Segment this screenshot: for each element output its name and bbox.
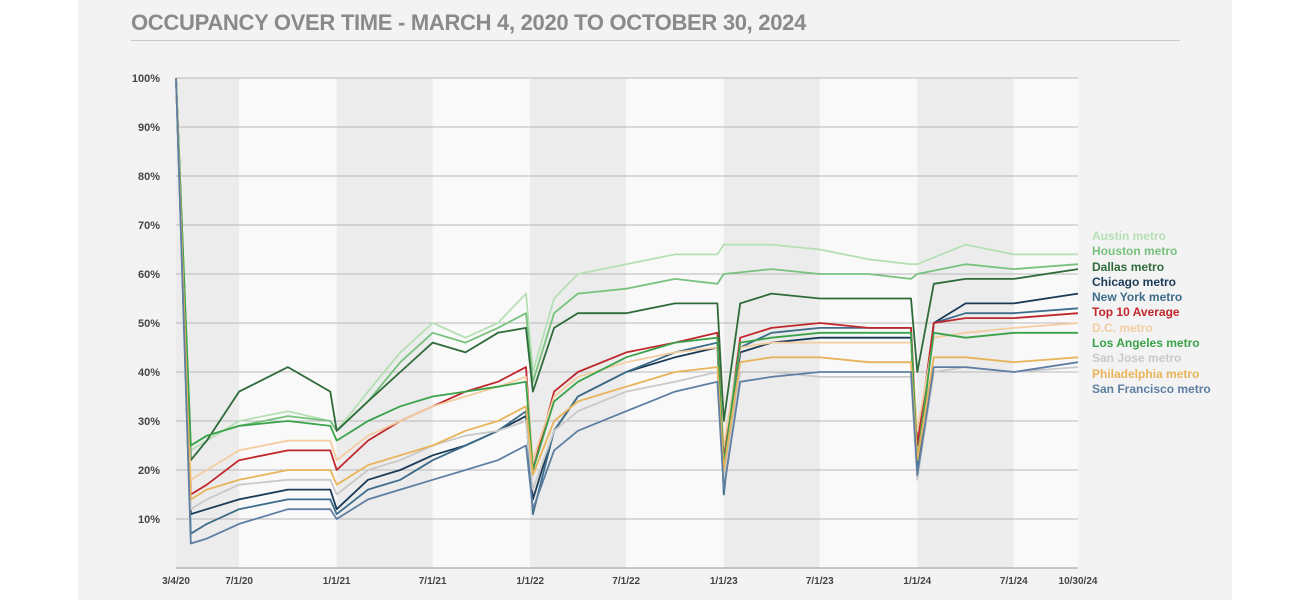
legend-item: Dallas metro xyxy=(1092,259,1165,274)
legend-item: Austin metro xyxy=(1092,229,1167,243)
x-tick-label: 1/1/23 xyxy=(710,576,738,587)
legend-item: Chicago metro xyxy=(1092,274,1177,289)
y-tick-label: 90% xyxy=(138,122,160,134)
x-tick-label: 7/1/22 xyxy=(612,576,640,587)
x-tick-label: 10/30/24 xyxy=(1059,576,1098,587)
x-tick-label: 1/1/24 xyxy=(903,576,931,587)
x-tick-label: 7/1/20 xyxy=(225,576,253,587)
series-line xyxy=(175,77,1078,471)
x-tick-label: 7/1/21 xyxy=(419,576,447,587)
x-tick-label: 7/1/24 xyxy=(1000,576,1028,587)
legend-item: San Francisco metro xyxy=(1092,381,1211,396)
chart-legend: Austin metro Houston metro Dallas metro Chi… xyxy=(1092,229,1211,397)
legend-item: New York metro xyxy=(1092,290,1183,305)
x-tick-label: 1/1/21 xyxy=(323,576,351,587)
series-line xyxy=(175,77,1079,447)
title-divider xyxy=(131,40,1180,41)
legend-item: Houston metro xyxy=(1092,244,1178,259)
y-tick-label: 80% xyxy=(138,171,160,183)
legend-item: Philadelphia metro xyxy=(1092,366,1200,381)
legend-item: Top 10 Average xyxy=(1092,305,1180,320)
y-tick-label: 20% xyxy=(138,465,160,477)
y-tick-label: 50% xyxy=(138,318,160,330)
x-tick-label: 7/1/23 xyxy=(806,576,834,587)
x-tick-label: 1/1/22 xyxy=(516,576,544,587)
series-line xyxy=(175,77,1078,452)
y-tick-label: 40% xyxy=(138,367,160,379)
y-tick-label: 70% xyxy=(138,220,160,232)
y-tick-label: 10% xyxy=(138,514,160,526)
y-tick-label: 60% xyxy=(138,269,160,281)
legend-item: D.C. metro xyxy=(1092,320,1153,335)
series-line xyxy=(175,77,1079,545)
y-tick-label: 30% xyxy=(138,416,160,428)
series-line xyxy=(175,77,1079,462)
page-title: OCCUPANCY OVER TIME - MARCH 4, 2020 TO O… xyxy=(131,10,807,35)
legend-item: San Jose metro xyxy=(1092,351,1182,366)
y-tick-label: 100% xyxy=(132,73,160,85)
legend-item: Los Angeles metro xyxy=(1092,336,1200,351)
x-tick-label: 3/4/20 xyxy=(162,576,190,587)
